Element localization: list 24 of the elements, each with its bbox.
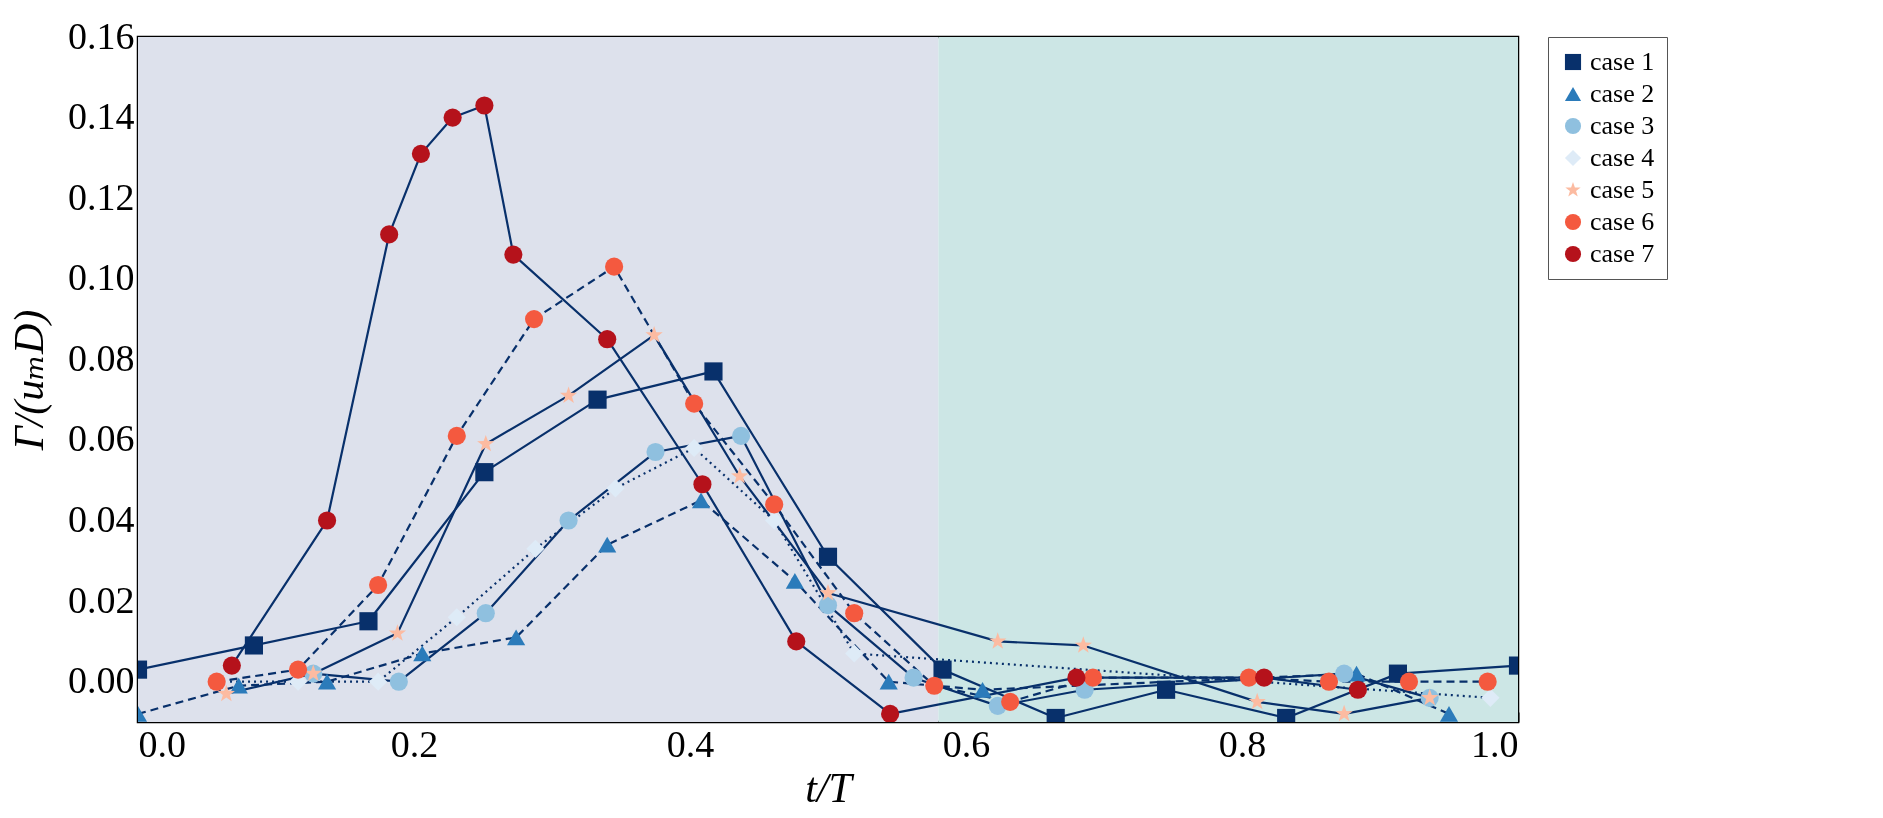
y-axis-title: Γ/(uₘD) [6, 309, 53, 452]
y-tick-label: 0.00 [68, 659, 135, 702]
x-tick-label: 0.2 [390, 722, 439, 765]
y-tick-label: 0.12 [68, 175, 135, 218]
y-tick-label: 0.06 [68, 417, 135, 460]
x-tick-label: 1.0 [1471, 722, 1519, 765]
legend-label: case 5 [1590, 175, 1655, 204]
y-tick-label: 0.14 [68, 95, 135, 138]
y-tick-label: 0.04 [68, 498, 135, 541]
legend-label: case 2 [1590, 79, 1655, 108]
y-tick-label: 0.08 [68, 336, 135, 379]
legend-label: case 4 [1590, 143, 1655, 172]
y-tick-label: 0.10 [68, 256, 135, 299]
x-tick-label: 0.6 [942, 722, 991, 765]
y-tick-label: 0.02 [68, 578, 135, 621]
x-tick-label: 0.0 [138, 722, 186, 765]
legend-label: case 3 [1590, 111, 1655, 140]
x-tick-label: 0.4 [666, 722, 715, 765]
legend-label: case 7 [1590, 239, 1655, 268]
legend-label: case 1 [1590, 47, 1655, 76]
legend-label: case 6 [1590, 207, 1655, 236]
x-axis-title: t/T [805, 764, 855, 811]
x-tick-label: 0.8 [1218, 722, 1267, 765]
y-tick-label: 0.16 [68, 14, 135, 57]
